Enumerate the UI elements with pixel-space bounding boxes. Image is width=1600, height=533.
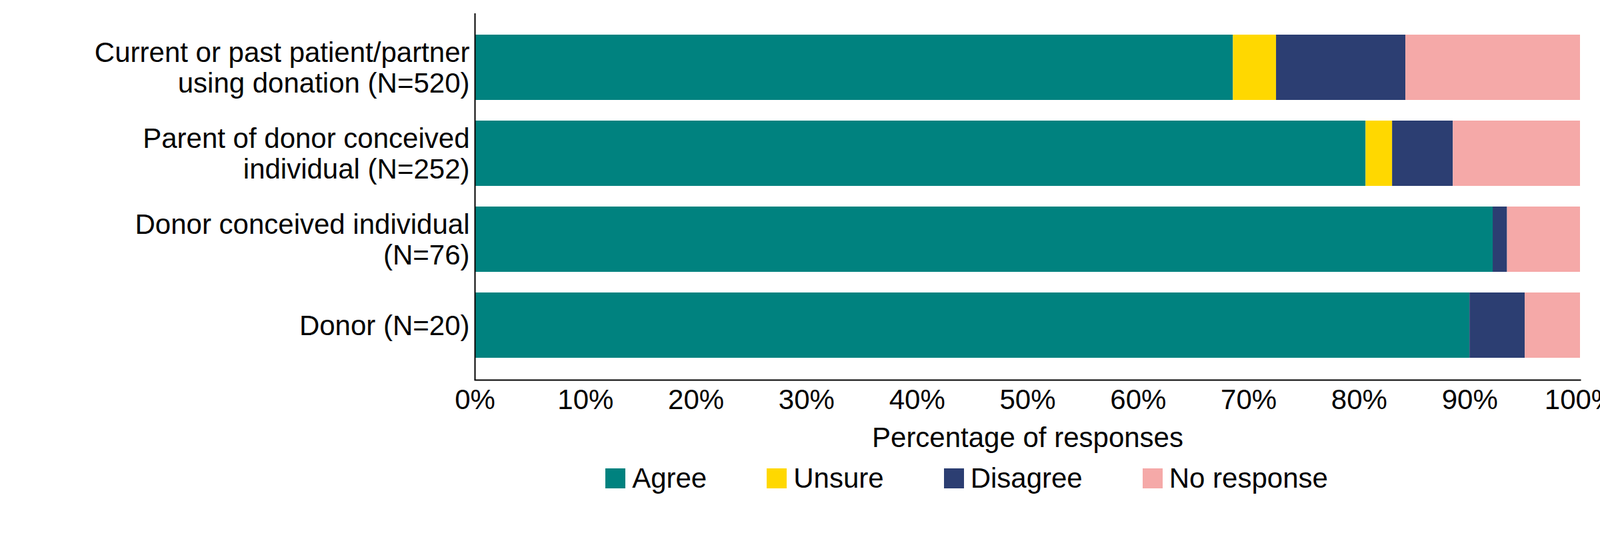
html-text:No response: No response	[1169, 462, 1328, 494]
svg-text:Donor conceived individual(N=7: Donor conceived individual(N=76)	[135, 208, 470, 271]
html-text:Disagree: Disagree	[970, 462, 1083, 494]
svg-text:Current or past patient/partne: Current or past patient/partnerusing don…	[94, 36, 470, 99]
svg-text:30%: 30%	[778, 384, 835, 416]
svg-text:Parent of donor conceivedindiv: Parent of donor conceivedindividual (N=2…	[142, 122, 470, 185]
svg-text:Donor (N=20): Donor (N=20)	[299, 310, 470, 342]
svg-text:100%: 100%	[1544, 384, 1600, 416]
svg-text:Percentage of responses: Percentage of responses	[872, 422, 1184, 454]
svg-text:80%: 80%	[1331, 384, 1388, 416]
svg-text:90%: 90%	[1442, 384, 1498, 416]
svg-text:10%: 10%	[557, 384, 614, 416]
svg-text:0%: 0%	[454, 384, 496, 416]
svg-text:50%: 50%	[999, 384, 1056, 416]
svg-text:60%: 60%	[1110, 384, 1166, 416]
html-text:Unsure: Unsure	[793, 462, 884, 494]
svg-text:40%: 40%	[889, 384, 946, 416]
svg-text:70%: 70%	[1220, 384, 1277, 416]
html-text:Agree: Agree	[632, 462, 707, 494]
svg-text:20%: 20%	[668, 384, 724, 416]
